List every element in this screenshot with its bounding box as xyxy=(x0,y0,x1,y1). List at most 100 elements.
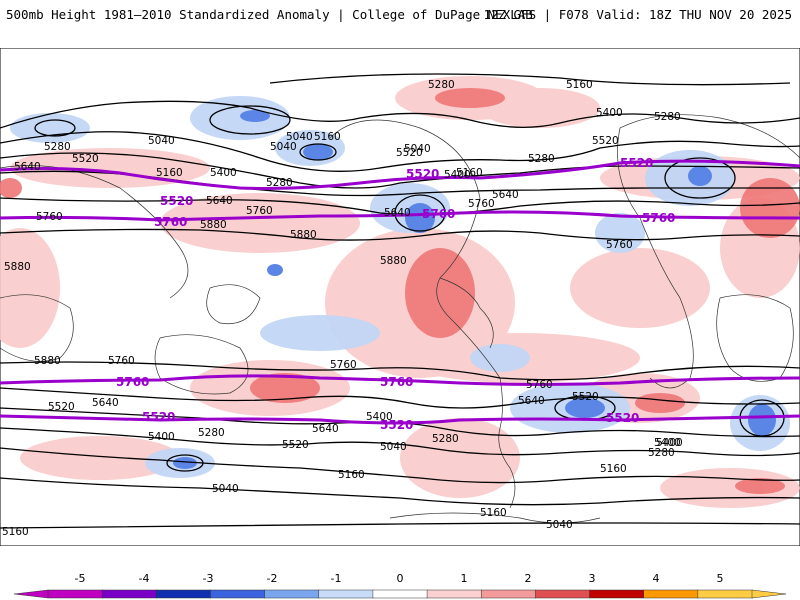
legend-swatch xyxy=(210,589,266,599)
contour-label: 5640 xyxy=(312,423,339,435)
contour-label: 5040 xyxy=(404,143,431,155)
legend-tick: 5 xyxy=(717,572,724,585)
contour-label: 5040 xyxy=(270,141,297,153)
legend-tick: -2 xyxy=(267,572,278,585)
contour-label: 5640 xyxy=(92,397,119,409)
legend-swatch xyxy=(643,589,699,599)
contour-label: 5880 xyxy=(380,255,407,267)
highlight-label: 5760 xyxy=(422,207,455,221)
contour-label: 5760 xyxy=(468,198,495,210)
highlight-label: 5520 xyxy=(142,410,175,424)
highlight-label: 5520 xyxy=(160,194,193,208)
highlight-label: 5760 xyxy=(642,211,675,225)
highlight-label: 5760 xyxy=(380,375,413,389)
contour-label: 5640 xyxy=(14,161,41,173)
contour-label: 5880 xyxy=(200,219,227,231)
legend-tick: -1 xyxy=(331,572,342,585)
legend-tick: 2 xyxy=(525,572,532,585)
legend-swatch xyxy=(156,589,212,599)
highlight-label: 5760 xyxy=(154,215,187,229)
contour-label: 5400 xyxy=(654,437,681,449)
contour-label: 5760 xyxy=(330,359,357,371)
height-contours xyxy=(0,73,800,529)
contour-label: 5160 xyxy=(156,167,183,179)
contour-label: 5520 xyxy=(282,439,309,451)
contour-label: 5040 xyxy=(286,131,313,143)
contour-label: 5400 xyxy=(656,437,683,449)
contour-label: 5760 xyxy=(526,379,553,391)
highlight-contour-labels: 5520 5760 5520 5760 5520 5760 5760 5760 … xyxy=(116,156,675,432)
legend-swatch xyxy=(480,589,537,599)
highlight-label: 5520 xyxy=(606,411,639,425)
contour-label: 5640 xyxy=(518,395,545,407)
contour-label: 5280 xyxy=(648,447,675,459)
contour-label: 5880 xyxy=(4,261,31,273)
contour-label: 5160 xyxy=(314,131,341,143)
contour-label: 5400 xyxy=(444,169,471,181)
legend-tick: 1 xyxy=(461,572,468,585)
contour-label: 5520 xyxy=(48,401,75,413)
contour-label: 5880 xyxy=(290,229,317,241)
contour-label: 5280 xyxy=(432,433,459,445)
legend-tick: -4 xyxy=(139,572,150,585)
contour-label: 5280 xyxy=(428,79,455,91)
highlight-label: 5760 xyxy=(116,375,149,389)
contour-label: 5880 xyxy=(34,355,61,367)
contour-label: 5040 xyxy=(380,441,407,453)
contour-label: 5040 xyxy=(212,483,239,495)
contour-label: 5040 xyxy=(546,519,573,531)
contour-label: 5520 xyxy=(572,391,599,403)
legend-swatch xyxy=(697,589,753,599)
contour-label: 5280 xyxy=(654,111,681,123)
strong-positive-anomaly-shading xyxy=(0,88,800,494)
legend-tick: -3 xyxy=(203,572,214,585)
contour-label: 5280 xyxy=(266,177,293,189)
model-run-info: 12Z GFS | F078 Valid: 18Z THU NOV 20 202… xyxy=(483,7,792,22)
legend-swatch xyxy=(589,589,645,599)
contour-label: 5520 xyxy=(396,147,423,159)
contour-label: 5280 xyxy=(528,153,555,165)
contour-label: 5040 xyxy=(148,135,175,147)
contour-label: 5760 xyxy=(108,355,135,367)
legend-swatch xyxy=(535,589,591,599)
contour-label: 5640 xyxy=(384,207,411,219)
contour-label: 5760 xyxy=(246,205,273,217)
legend-tick: 3 xyxy=(589,572,596,585)
contour-label: 5520 xyxy=(72,153,99,165)
legend-swatch xyxy=(372,589,428,599)
color-scale-legend: -5 -4 -3 -2 -1 0 1 2 3 4 5 xyxy=(13,572,787,599)
contour-label: 5760 xyxy=(606,239,633,251)
contour-label: 5160 xyxy=(600,463,627,475)
contour-labels: 5280 5160 5400 5280 5160 5040 5160 5280 … xyxy=(2,79,683,538)
contour-label: 5160 xyxy=(2,526,29,538)
contour-label: 5400 xyxy=(596,107,623,119)
highlight-label: 5520 xyxy=(380,418,413,432)
contour-label: 5640 xyxy=(206,195,233,207)
legend-swatch xyxy=(264,589,320,599)
legend-tick: 0 xyxy=(397,572,404,585)
highlight-label: 5520 xyxy=(620,156,653,170)
contour-label: 5160 xyxy=(480,507,507,519)
anomaly-map: 5280 5160 5400 5280 5160 5040 5160 5280 … xyxy=(0,48,800,546)
map-title: 500mb Height 1981—2010 Standardized Anom… xyxy=(6,7,533,22)
legend-swatches xyxy=(13,589,787,599)
contour-label: 5280 xyxy=(44,141,71,153)
contour-label: 5400 xyxy=(148,431,175,443)
header: 500mb Height 1981—2010 Standardized Anom… xyxy=(0,0,800,30)
legend-end-arrow xyxy=(13,589,49,599)
legend-tick: 4 xyxy=(653,572,660,585)
contour-label: 5280 xyxy=(198,427,225,439)
legend-swatch xyxy=(47,589,103,599)
legend-tick: -5 xyxy=(75,572,86,585)
contour-label: 5160 xyxy=(456,167,483,179)
contour-label: 5160 xyxy=(566,79,593,91)
contour-label: 5640 xyxy=(492,189,519,201)
legend-end-arrow xyxy=(751,589,787,599)
contour-label: 5760 xyxy=(36,211,63,223)
legend-ticks: -5 -4 -3 -2 -1 0 1 2 3 4 5 xyxy=(75,572,724,585)
contour-label: 5520 xyxy=(592,135,619,147)
strong-negative-anomaly-shading xyxy=(173,110,776,469)
contour-label: 5400 xyxy=(366,411,393,423)
contour-label: 5400 xyxy=(210,167,237,179)
legend-swatch xyxy=(101,589,158,599)
